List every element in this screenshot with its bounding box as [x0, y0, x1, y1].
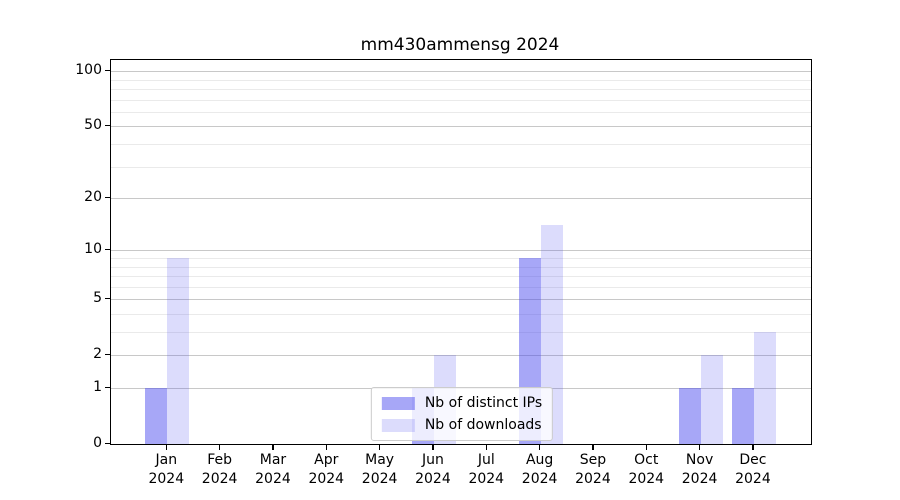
x-tick-label-Jul: Jul 2024 — [454, 451, 518, 489]
y-tick-label-100: 100 — [75, 62, 102, 79]
x-tick-sublabel-Mar: 2024 — [255, 471, 291, 487]
x-tick-label-Dec: Dec 2024 — [721, 451, 785, 489]
x-tick-label-Oct: Oct 2024 — [614, 451, 678, 489]
x-tick-label-Jan: Jan 2024 — [134, 451, 198, 489]
x-tick-sublabel-Jul: 2024 — [468, 471, 505, 487]
gridline-minor-3 — [111, 332, 811, 333]
gridline-major-10 — [111, 250, 811, 252]
x-tick-label-Mar: Mar 2024 — [241, 451, 305, 489]
legend-swatch-downloads — [381, 418, 415, 432]
y-tick-label-50: 50 — [84, 117, 102, 134]
y-tick-label-2: 2 — [93, 346, 102, 363]
x-tick-label-Nov: Nov 2024 — [668, 451, 732, 489]
legend-swatch-distinct-ips — [381, 396, 415, 410]
y-tick-10 — [105, 248, 110, 251]
x-tick-Oct — [645, 444, 647, 450]
gridline-minor-30 — [111, 166, 811, 168]
bar-distinct-ips-Jan — [145, 388, 168, 444]
x-tick-sublabel-Nov: 2024 — [681, 471, 718, 487]
y-tick-1 — [105, 386, 110, 388]
gridline-minor-60 — [111, 111, 811, 113]
y-tick-label-20: 20 — [84, 189, 102, 206]
x-tick-label-Sep: Sep 2024 — [561, 451, 625, 489]
bar-distinct-ips-Dec — [731, 388, 754, 444]
gridline-major-50 — [111, 126, 811, 128]
gridline-major-100 — [111, 71, 811, 73]
x-tick-Apr — [325, 444, 327, 450]
y-tick-label-5: 5 — [93, 290, 102, 307]
chart-title: mm430ammensg 2024 — [360, 35, 560, 55]
gridline-minor-90 — [111, 79, 811, 81]
gridline-minor-9 — [111, 257, 811, 259]
gridline-minor-80 — [111, 89, 811, 90]
x-tick-Dec — [752, 444, 754, 450]
y-tick-5 — [105, 297, 110, 300]
y-tick-20 — [105, 196, 110, 198]
x-tick-sublabel-Apr: 2024 — [308, 471, 345, 487]
x-tick-Jan — [165, 444, 167, 450]
gridline-minor-7 — [111, 276, 811, 278]
legend: Nb of distinct IPs Nb of downloads — [370, 387, 554, 441]
bar-downloads-Jan — [167, 257, 190, 444]
legend-label-distinct-ips: Nb of distinct IPs — [424, 395, 543, 411]
legend-item-distinct-ips: Nb of distinct IPs — [381, 395, 543, 411]
x-tick-sublabel-Jun: 2024 — [415, 471, 451, 487]
x-tick-May — [379, 444, 381, 450]
x-tick-label-Aug: Aug 2024 — [508, 451, 572, 489]
legend-item-downloads: Nb of downloads — [381, 417, 542, 433]
x-tick-Aug — [539, 444, 541, 450]
x-tick-sublabel-Sep: 2024 — [575, 471, 611, 487]
x-tick-label-May: May 2024 — [348, 451, 412, 489]
bar-downloads-Nov — [700, 355, 723, 444]
gridline-minor-4 — [111, 313, 811, 315]
x-tick-sublabel-Jan: 2024 — [148, 471, 185, 487]
gridline-minor-6 — [111, 286, 811, 288]
gridline-major-5 — [111, 299, 811, 301]
x-tick-sublabel-Feb: 2024 — [201, 471, 238, 487]
gridline-minor-40 — [111, 144, 811, 145]
x-tick-sublabel-Aug: 2024 — [521, 471, 558, 487]
x-tick-Nov — [699, 444, 701, 450]
x-tick-Jun — [432, 444, 434, 450]
x-tick-sublabel-Dec: 2024 — [735, 471, 771, 487]
x-tick-label-Jun: Jun 2024 — [401, 451, 465, 489]
gridline-major-2 — [111, 355, 811, 357]
bar-distinct-ips-Nov — [678, 388, 701, 444]
x-tick-label-Apr: Apr 2024 — [294, 451, 358, 489]
y-tick-label-0: 0 — [93, 435, 102, 451]
gridline-minor-8 — [111, 266, 811, 268]
y-tick-label-1: 1 — [93, 379, 102, 395]
y-tick-50 — [105, 124, 110, 127]
gridline-major-20 — [111, 198, 811, 200]
x-tick-sublabel-May: 2024 — [361, 471, 398, 487]
legend-label-downloads: Nb of downloads — [424, 417, 542, 433]
y-tick-2 — [105, 353, 110, 356]
x-tick-Sep — [592, 444, 594, 450]
x-tick-Jul — [485, 444, 487, 450]
x-tick-sublabel-Oct: 2024 — [628, 471, 665, 487]
x-tick-label-Feb: Feb 2024 — [188, 451, 252, 489]
x-tick-Feb — [219, 444, 221, 450]
y-tick-0 — [105, 442, 110, 444]
y-tick-label-10: 10 — [84, 241, 102, 258]
bar-downloads-Dec — [753, 332, 776, 444]
gridline-minor-70 — [111, 99, 811, 101]
x-tick-Mar — [272, 444, 274, 450]
y-tick-100 — [105, 69, 110, 71]
